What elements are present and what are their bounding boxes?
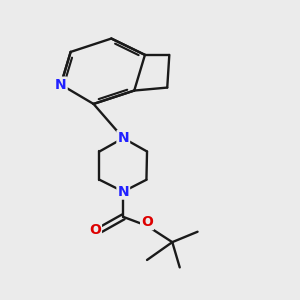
Text: O: O bbox=[89, 223, 101, 237]
Text: O: O bbox=[141, 215, 153, 229]
Text: N: N bbox=[55, 78, 67, 92]
Text: N: N bbox=[117, 184, 129, 199]
Text: N: N bbox=[117, 131, 129, 145]
